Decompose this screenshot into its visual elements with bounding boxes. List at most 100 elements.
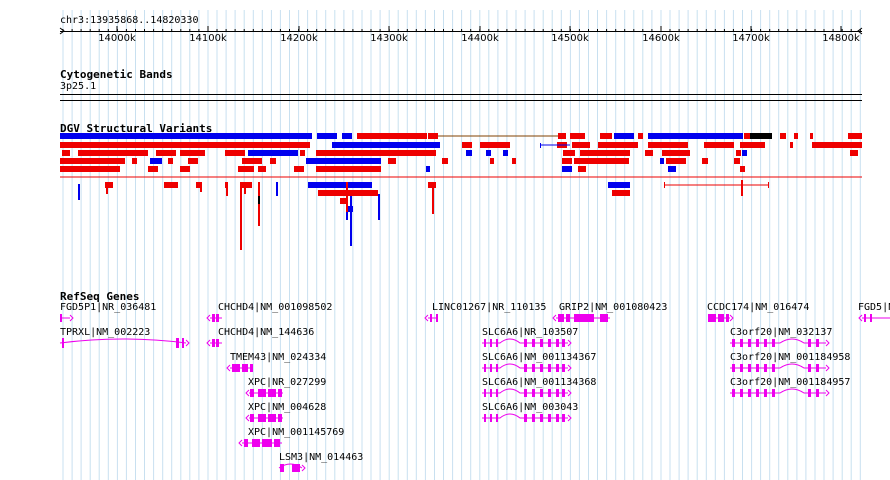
gene-exon [562, 389, 565, 397]
gene-exon [808, 389, 811, 397]
gene-exon [274, 439, 280, 447]
gene-label[interactable]: LINC01267|NR_110135 [432, 302, 547, 313]
dgv-variant [342, 133, 352, 139]
dgv-variant [164, 182, 178, 188]
dgv-variant [60, 158, 125, 164]
gene-exon [756, 364, 759, 372]
dgv-variant [503, 150, 508, 156]
gene-exon [252, 439, 260, 447]
dgv-variant [270, 158, 276, 164]
dgv-variant [442, 158, 448, 164]
gene-exon [540, 414, 543, 422]
gene-label[interactable]: XPC|NM_001145769 [248, 427, 345, 438]
gene-label[interactable]: SLC6A6|NR_103507 [482, 327, 579, 338]
ruler-right-arrow [857, 27, 863, 35]
gene-exon [764, 364, 767, 372]
gene-label[interactable]: XPC|NR_027299 [248, 377, 327, 388]
gene-label[interactable]: SLC6A6|NM_001134367 [482, 352, 597, 363]
gene-exon [524, 414, 527, 422]
gene-label[interactable]: FGD5P1|NR_036481 [60, 302, 157, 313]
gene-label[interactable]: SLC6A6|NM_001134368 [482, 377, 597, 388]
gene-label[interactable]: SLC6A6|NM_003043 [482, 402, 579, 413]
gene-exon [772, 389, 775, 397]
gene-label[interactable]: TMEM43|NM_024334 [230, 352, 327, 363]
gene-exon [816, 389, 819, 397]
dgv-variant [750, 133, 772, 139]
gene-intron [730, 338, 826, 344]
gene-exon [748, 364, 751, 372]
gene-label[interactable]: CCDC174|NM_016474 [707, 302, 810, 313]
dgv-variant [258, 196, 260, 204]
dgv-variant [428, 182, 436, 188]
gene-label[interactable]: XPC|NM_004628 [248, 402, 327, 413]
dgv-variant [244, 186, 246, 194]
gene-exon [708, 314, 716, 322]
ruler-tick-label: 14700k [732, 33, 770, 44]
gene-exon [764, 339, 767, 347]
gene-strand-arrow [825, 364, 830, 372]
gene-exon [732, 339, 735, 347]
dgv-variant [638, 133, 643, 139]
dgv-variant [317, 133, 337, 139]
dgv-variant [188, 158, 198, 164]
dgv-variant [562, 166, 572, 172]
dgv-variant [736, 150, 741, 156]
gene-strand-arrow [552, 314, 557, 322]
gene-exon [268, 389, 276, 397]
dgv-variant [60, 166, 120, 172]
dgv-variant [744, 133, 750, 139]
dgv-variant [388, 158, 396, 164]
dgv-variant [578, 166, 586, 172]
gene-strand-arrow [238, 439, 243, 447]
gene-exon [532, 339, 535, 347]
gene-exon [764, 389, 767, 397]
gene-label[interactable]: TPRXL|NM_002223 [60, 327, 151, 338]
dgv-variant [660, 158, 664, 164]
gene-strand-arrow [301, 464, 306, 472]
gene-intron [482, 363, 568, 369]
dgv-variant [558, 133, 566, 139]
dgv-variant [238, 166, 254, 172]
gene-label[interactable]: FGD5|N [858, 302, 890, 313]
dgv-variant [60, 133, 312, 139]
gene-exon [278, 414, 282, 422]
gene-label[interactable]: GRIP2|NM_001080423 [559, 302, 668, 313]
gene-strand-arrow [825, 389, 830, 397]
dgv-variant [78, 150, 148, 156]
dgv-variant [242, 158, 262, 164]
dgv-variant [848, 133, 862, 139]
gene-label[interactable]: CHCHD4|NM_001098502 [218, 302, 333, 313]
gene-intron [59, 338, 187, 344]
gene-strand-arrow [567, 389, 572, 397]
gene-label[interactable]: LSM3|NM_014463 [279, 452, 364, 463]
gene-label[interactable]: C3orf20|NM_001184957 [730, 377, 851, 388]
gene-exon [242, 364, 248, 372]
gene-exon [490, 389, 492, 397]
gene-exon [748, 389, 751, 397]
gene-exon [278, 389, 282, 397]
dgv-variant [574, 158, 629, 164]
gene-strand-arrow [729, 314, 734, 322]
gene-exon [732, 364, 735, 372]
gene-label[interactable]: CHCHD4|NM_144636 [218, 327, 315, 338]
gene-exon [816, 364, 819, 372]
gene-exon [524, 364, 527, 372]
dgv-variant [645, 150, 653, 156]
ruler-tick-label: 14500k [551, 33, 589, 44]
gene-exon [740, 389, 743, 397]
gene-label[interactable]: C3orf20|NM_032137 [730, 327, 833, 338]
dgv-variant [60, 142, 310, 148]
dgv-variant [196, 182, 200, 188]
gene-strand-arrow [245, 389, 250, 397]
dgv-variant [490, 158, 494, 164]
dgv-variant [780, 133, 786, 139]
gene-label[interactable]: C3orf20|NM_001184958 [730, 352, 851, 363]
dgv-variant [346, 206, 353, 212]
dgv-variant [600, 133, 612, 139]
dgv-variant [648, 133, 743, 139]
gene-exon [490, 364, 492, 372]
gene-strand-arrow [567, 339, 572, 347]
gene-exon [524, 389, 527, 397]
